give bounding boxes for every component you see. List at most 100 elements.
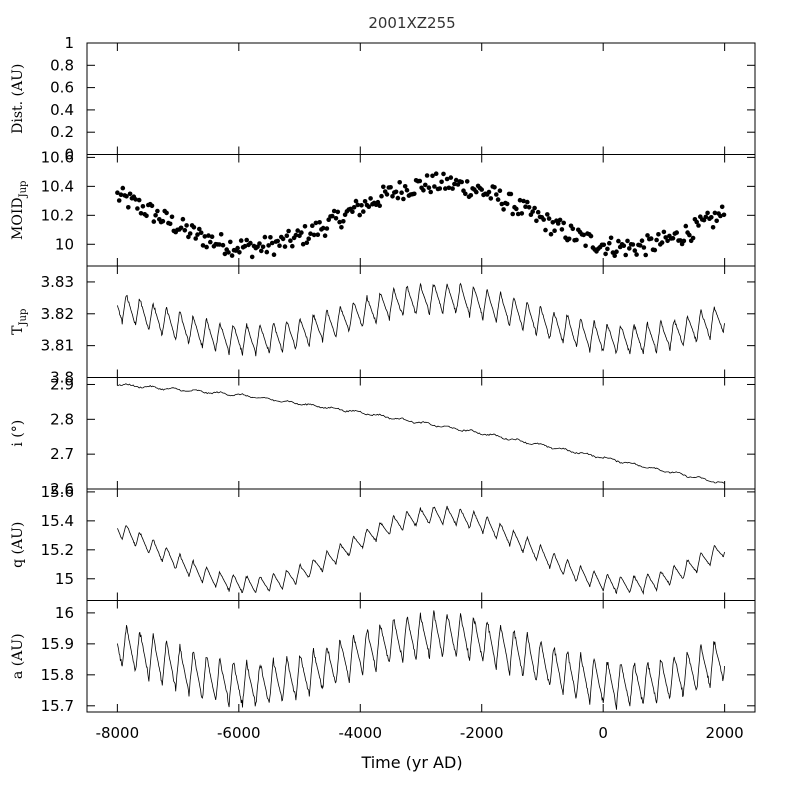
data-point [248,240,253,246]
data-point [288,238,293,243]
data-point [259,248,264,254]
data-point [534,218,539,224]
data-point [561,220,566,226]
data-point [656,232,661,237]
data-point [228,239,233,245]
y-tick-label: 15.8 [41,666,74,684]
y-tick-label: 15.7 [41,697,74,715]
data-point [632,248,638,253]
panel-frame [86,488,756,601]
data-point [428,189,434,195]
data-point [153,213,158,218]
data-point [404,187,410,193]
data-point [324,226,330,231]
panel-frame [86,600,756,713]
data-point [637,243,643,248]
data-point [515,211,521,217]
data-point [479,187,485,192]
data-point [238,238,244,243]
x-tick-label: -2000 [460,724,504,742]
data-point [331,208,337,214]
series-line [117,282,725,357]
data-point [643,252,648,258]
data-point [532,205,537,211]
data-point [244,237,249,243]
data-point [198,230,204,235]
data-point [488,196,494,201]
data-point [208,239,213,245]
data-point [353,198,359,204]
data-point [674,230,679,235]
data-point [310,223,315,228]
data-point [295,228,301,233]
data-point [180,216,186,222]
data-point [126,205,131,210]
data-point [293,232,299,238]
data-point [426,185,432,190]
data-point [302,224,308,229]
data-point [548,231,554,237]
data-point [384,192,390,197]
data-point [683,223,689,229]
y-tick-label: 10.6 [41,148,74,166]
data-point [625,238,630,244]
data-point [450,186,455,191]
data-point [543,227,548,233]
panel-frame [86,377,756,490]
y-tick-label: 0 [64,146,74,164]
data-point [607,240,612,246]
data-point [341,219,346,224]
data-point [229,253,235,258]
data-point [193,236,198,241]
data-point [197,226,202,232]
data-point [641,245,647,250]
data-point [335,209,341,215]
data-point [118,192,124,197]
data-point [169,214,175,220]
data-point [588,233,594,239]
data-point [313,220,319,226]
y-tick-label: 10.4 [41,177,74,195]
series-line [117,505,725,595]
data-point [286,228,291,234]
data-point [605,246,610,252]
y-tick-label: 15.2 [41,541,74,559]
data-point [222,251,228,257]
data-point [202,234,208,239]
data-point [366,204,372,209]
data-point [268,235,273,240]
data-point [463,191,468,197]
y-tick-label: 0.4 [50,101,74,119]
data-point [262,234,268,240]
data-point [659,240,665,245]
data-point [399,190,404,195]
y-axis-label-subscript: Jup [18,309,29,327]
data-point [514,206,519,212]
y-axis-label-text: Dist. (AU) [10,64,26,134]
data-point [630,242,636,247]
data-point [648,236,654,241]
data-point [443,186,448,191]
series-line [117,383,725,484]
data-point [639,238,645,243]
data-point [555,221,561,226]
data-point [155,208,160,214]
data-point [474,189,479,195]
data-point [160,218,166,224]
data-point [523,204,528,209]
panel-1: 0 0.2 0.4 0.6 0.8 1 Dist. (AU) [10,34,756,164]
data-point [275,238,281,244]
data-point [164,210,169,216]
data-point [468,193,474,198]
data-point [195,232,200,237]
y-tick-label: 2.7 [50,445,74,463]
data-point [525,199,530,205]
y-tick-label: 0.2 [50,123,74,141]
data-point [397,180,403,185]
data-point [277,243,282,248]
data-point [226,250,231,255]
y-tick-label: 0.8 [50,56,74,74]
data-point [601,242,607,248]
data-point [290,243,295,249]
data-point [721,212,727,218]
